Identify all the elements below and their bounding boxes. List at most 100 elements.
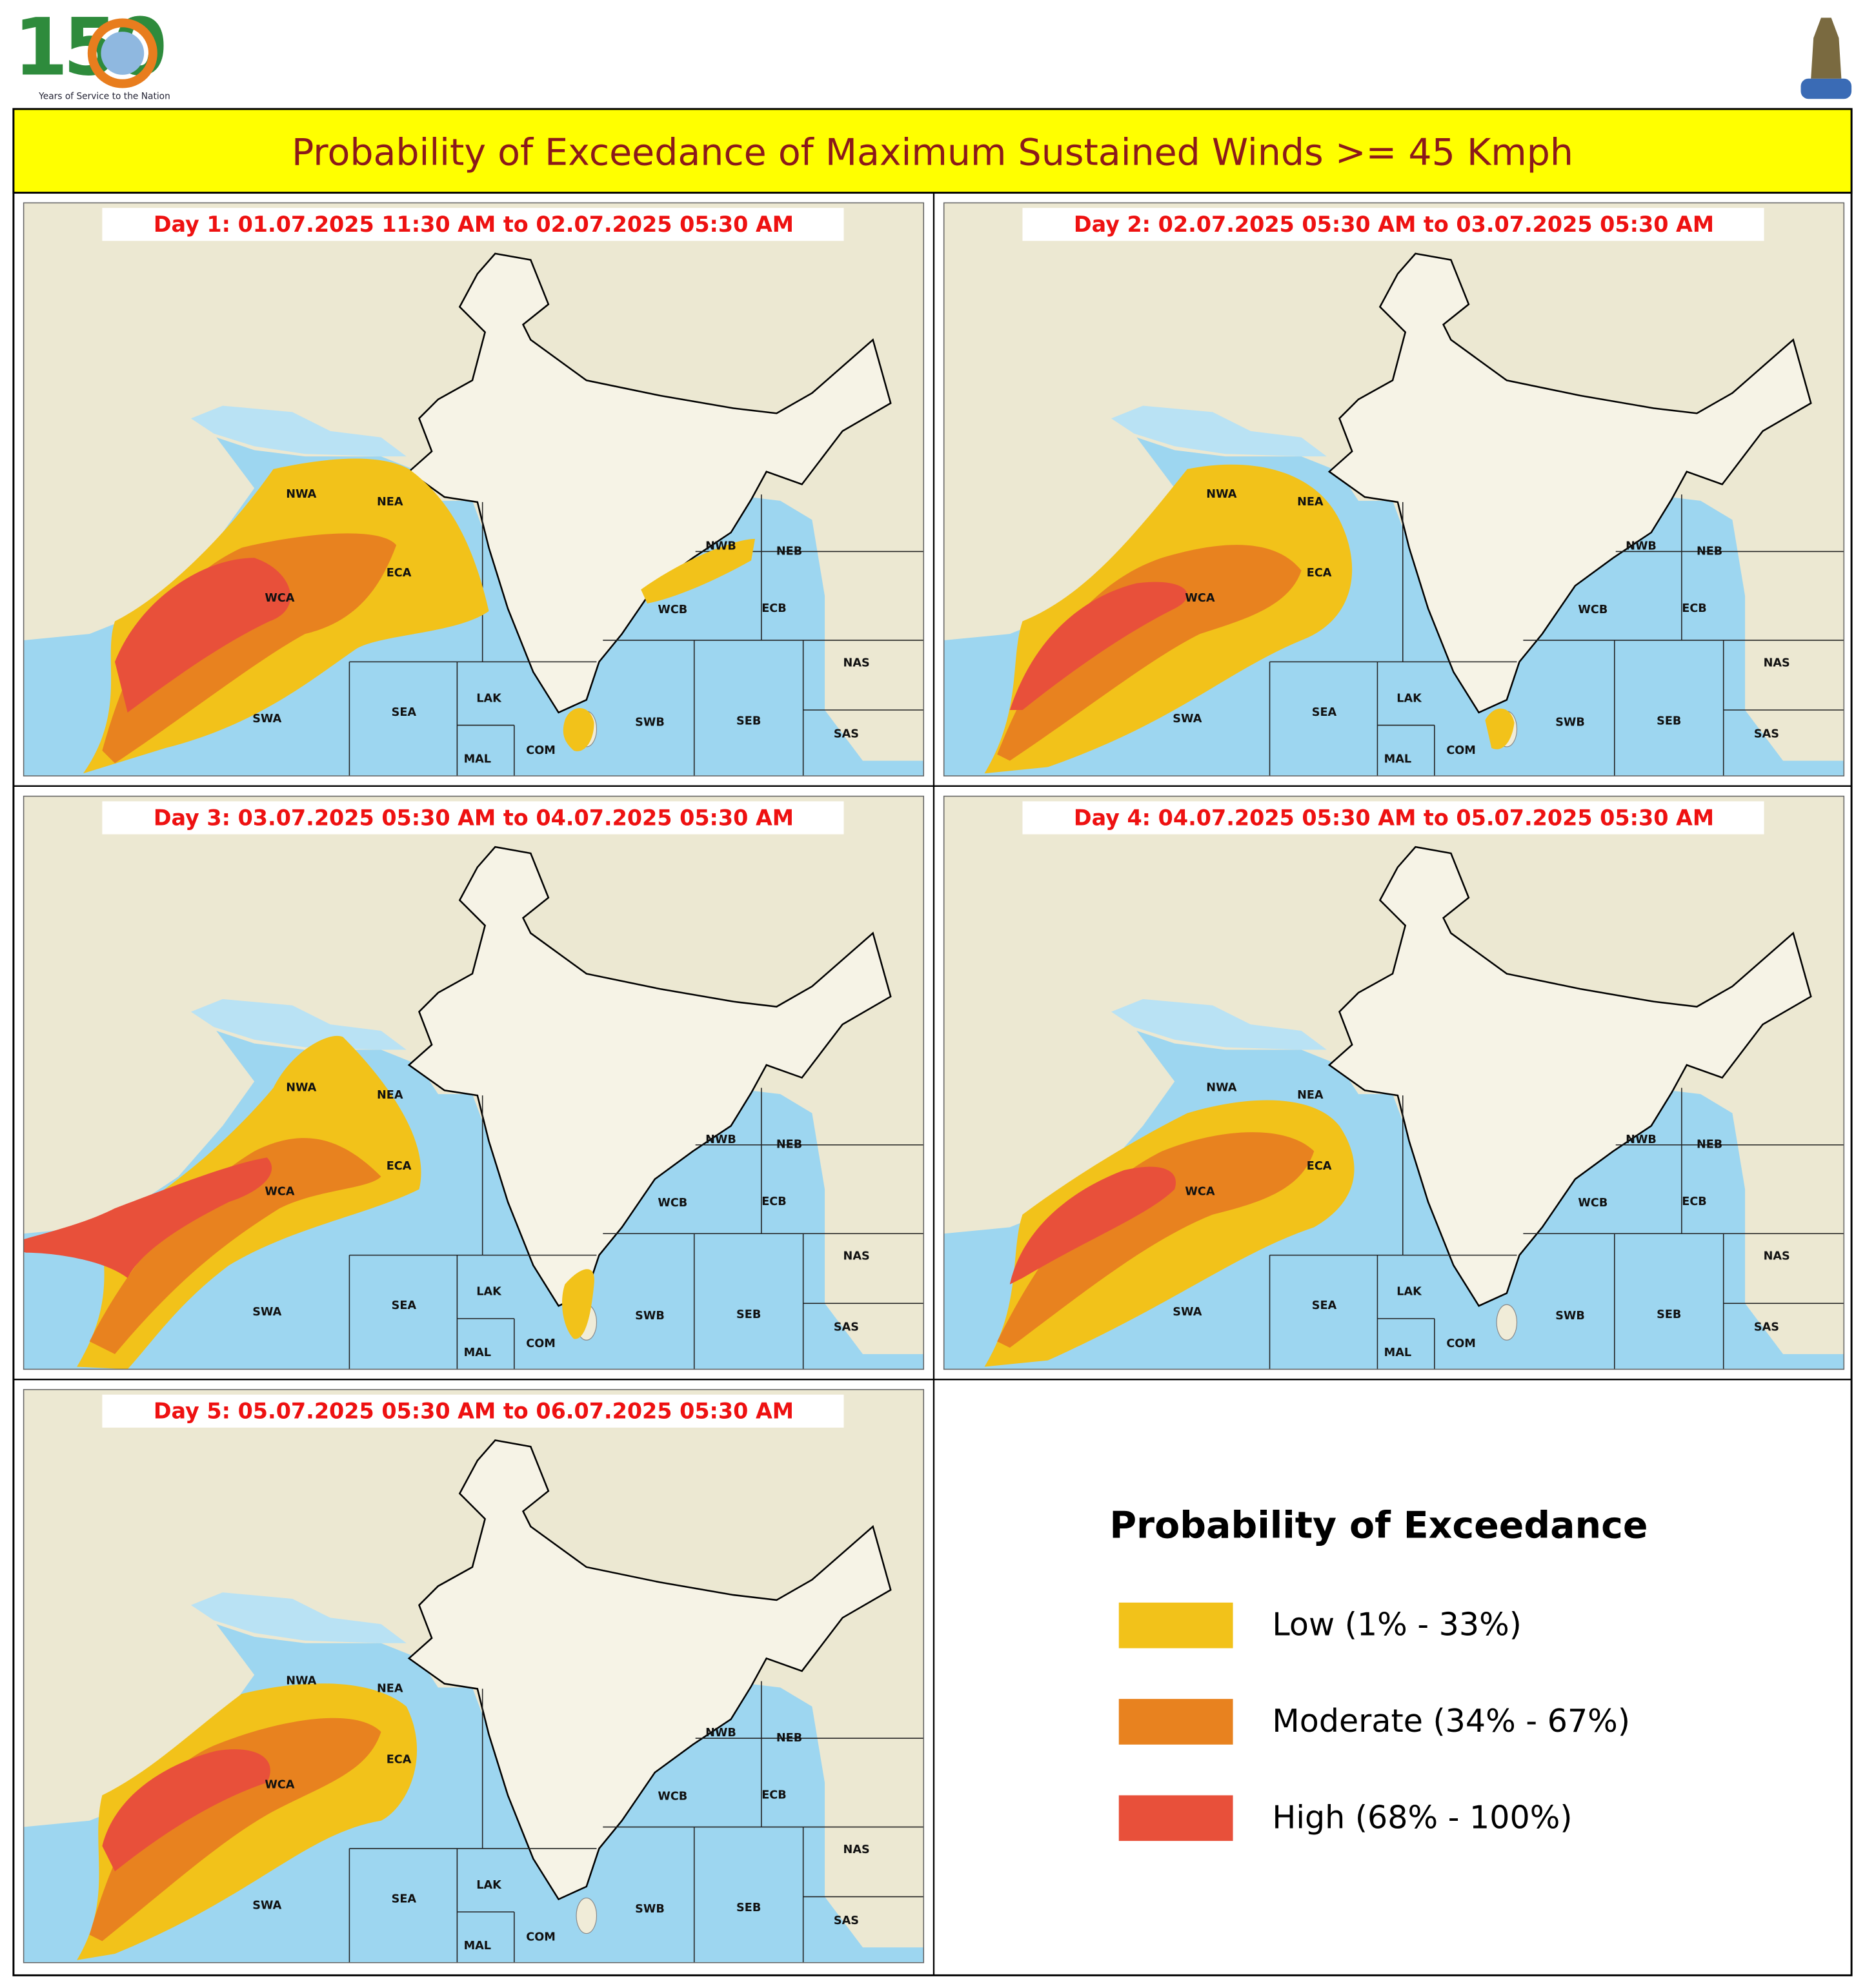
india-outline (407, 1439, 892, 1901)
region-label: NWB (1626, 540, 1657, 553)
region-label: SWB (635, 1903, 665, 1916)
region-label: WCA (265, 592, 294, 605)
region-label: SEA (392, 1893, 417, 1906)
region-label: NWA (1206, 488, 1236, 501)
region-label: ECB (761, 1789, 786, 1801)
region-label: ECA (387, 1753, 412, 1766)
region-label: NAS (843, 1250, 870, 1263)
legend-label: Low (1% - 33%) (1272, 1606, 1522, 1643)
region-label: ECB (1682, 1195, 1706, 1208)
region-label: NEB (776, 1732, 802, 1745)
region-label: COM (1446, 744, 1476, 757)
sea (23, 1030, 924, 1370)
region-label: ECA (387, 567, 412, 580)
moderate-probability-area (89, 1138, 381, 1354)
gulf (1111, 999, 1327, 1050)
low-probability-area (641, 538, 755, 604)
region-label: SWA (1173, 1306, 1202, 1319)
region-label: COM (526, 1931, 556, 1943)
region-label: NWB (705, 540, 736, 553)
map-panel: NWA NEA ECA WCA SWA SEA LAK MAL COM SWB SEB WCB ECB N… (943, 202, 1845, 776)
region-label: SWB (1555, 1310, 1585, 1323)
region-label: LAK (476, 1879, 502, 1892)
map-border (23, 202, 925, 776)
legend-swatch (1118, 1602, 1233, 1648)
region-label: NWA (286, 488, 316, 501)
emblem-lions (1811, 17, 1842, 79)
title-banner (12, 108, 1853, 194)
map-panel: NWA NEA ECA WCA SWA SEA LAK MAL COM SWB SEB WCB ECB N… (943, 795, 1845, 1370)
legend-label: High (68% - 100%) (1272, 1798, 1572, 1836)
moderate-probability-area (89, 1718, 381, 1942)
region-label: SAS (1754, 1321, 1779, 1334)
region-label: COM (526, 1337, 556, 1350)
region-label: NEA (377, 1682, 403, 1695)
region-label: WCA (265, 1779, 294, 1792)
gulf (1111, 405, 1327, 457)
region-label: WCB (1578, 1197, 1608, 1210)
day-label: Day 2: 02.07.2025 05:30 AM to 03.07.2025… (1074, 212, 1714, 237)
region-label: MAL (464, 753, 492, 766)
region-label: SWA (1173, 713, 1202, 725)
region-label: SAS (834, 1321, 859, 1334)
region-label: MAL (464, 1346, 492, 1359)
region-label: SEB (736, 1308, 761, 1321)
region-label: COM (1446, 1337, 1476, 1350)
moderate-probability-area (997, 545, 1302, 761)
region-label: NWA (286, 1675, 316, 1688)
high-probability-area (1009, 1166, 1176, 1284)
day-label-box (1022, 801, 1764, 835)
region-label: WCA (1185, 592, 1215, 605)
region-label: NEB (776, 545, 802, 558)
region-label: ECA (387, 1160, 412, 1173)
high-probability-area (23, 1157, 272, 1278)
region-label: NWB (705, 1133, 736, 1146)
high-probability-area (115, 558, 291, 713)
map-border (23, 1389, 925, 1963)
day-label-box (1022, 208, 1764, 241)
region-label: MAL (1384, 1346, 1412, 1359)
region-label: NWA (1206, 1081, 1236, 1094)
region-label: NWB (1626, 1133, 1657, 1146)
map-body: NWA NEA ECA WCA SWA SEA LAK MAL COM SWB SEB WCB ECB N… (943, 203, 1844, 776)
high-probability-area (102, 1749, 270, 1872)
gulf (190, 999, 407, 1050)
region-label: LAK (1396, 692, 1422, 705)
legend-label: Moderate (34% - 67%) (1272, 1702, 1630, 1740)
emblem-base (1800, 78, 1852, 99)
region-label: NWA (286, 1081, 316, 1094)
day-label: Day 4: 04.07.2025 05:30 AM to 05.07.2025… (1074, 805, 1714, 830)
region-label: WCB (658, 1790, 687, 1803)
region-label: NEB (1697, 1139, 1722, 1151)
map-border (943, 795, 1845, 1370)
region-label: WCB (658, 1197, 687, 1210)
region-label: SEA (392, 1299, 417, 1312)
logo-tagline: Years of Service to the Nation (38, 91, 170, 101)
region-label: SAS (834, 727, 859, 740)
legend-swatch (1118, 1795, 1233, 1841)
page-title: Probability of Exceedance of Maximum Sus… (292, 131, 1573, 174)
region-label: NEA (1297, 1089, 1324, 1102)
region-label: SEB (1657, 715, 1681, 728)
day-label: Day 1: 01.07.2025 11:30 AM to 02.07.2025… (154, 212, 794, 237)
region-label: LAK (1396, 1286, 1422, 1299)
map-panel: NWA NEA ECA WCA SWA SEA LAK MAL COM SWB SEB WCB ECB N… (23, 795, 925, 1370)
region-label: SEB (1657, 1308, 1681, 1321)
day-label: Day 5: 05.07.2025 05:30 AM to 06.07.2025… (154, 1399, 794, 1424)
region-label: ECA (1307, 567, 1332, 580)
region-label: SEA (1312, 706, 1337, 719)
day-label: Day 3: 03.07.2025 05:30 AM to 04.07.2025… (154, 805, 794, 830)
legend-title: Probability of Exceedance (1109, 1505, 1648, 1547)
region-label: SWA (252, 713, 281, 725)
region-label: ECA (1307, 1160, 1332, 1173)
region-label: NWB (705, 1727, 736, 1740)
region-label: COM (526, 744, 556, 757)
region-label: SEB (736, 715, 761, 728)
region-label: WCB (1578, 604, 1608, 616)
low-probability-area (562, 1269, 594, 1339)
region-label: SWB (635, 1310, 665, 1323)
sri-lanka (1496, 1304, 1518, 1341)
moderate-probability-area (102, 533, 397, 764)
day-label-box (102, 1394, 844, 1428)
